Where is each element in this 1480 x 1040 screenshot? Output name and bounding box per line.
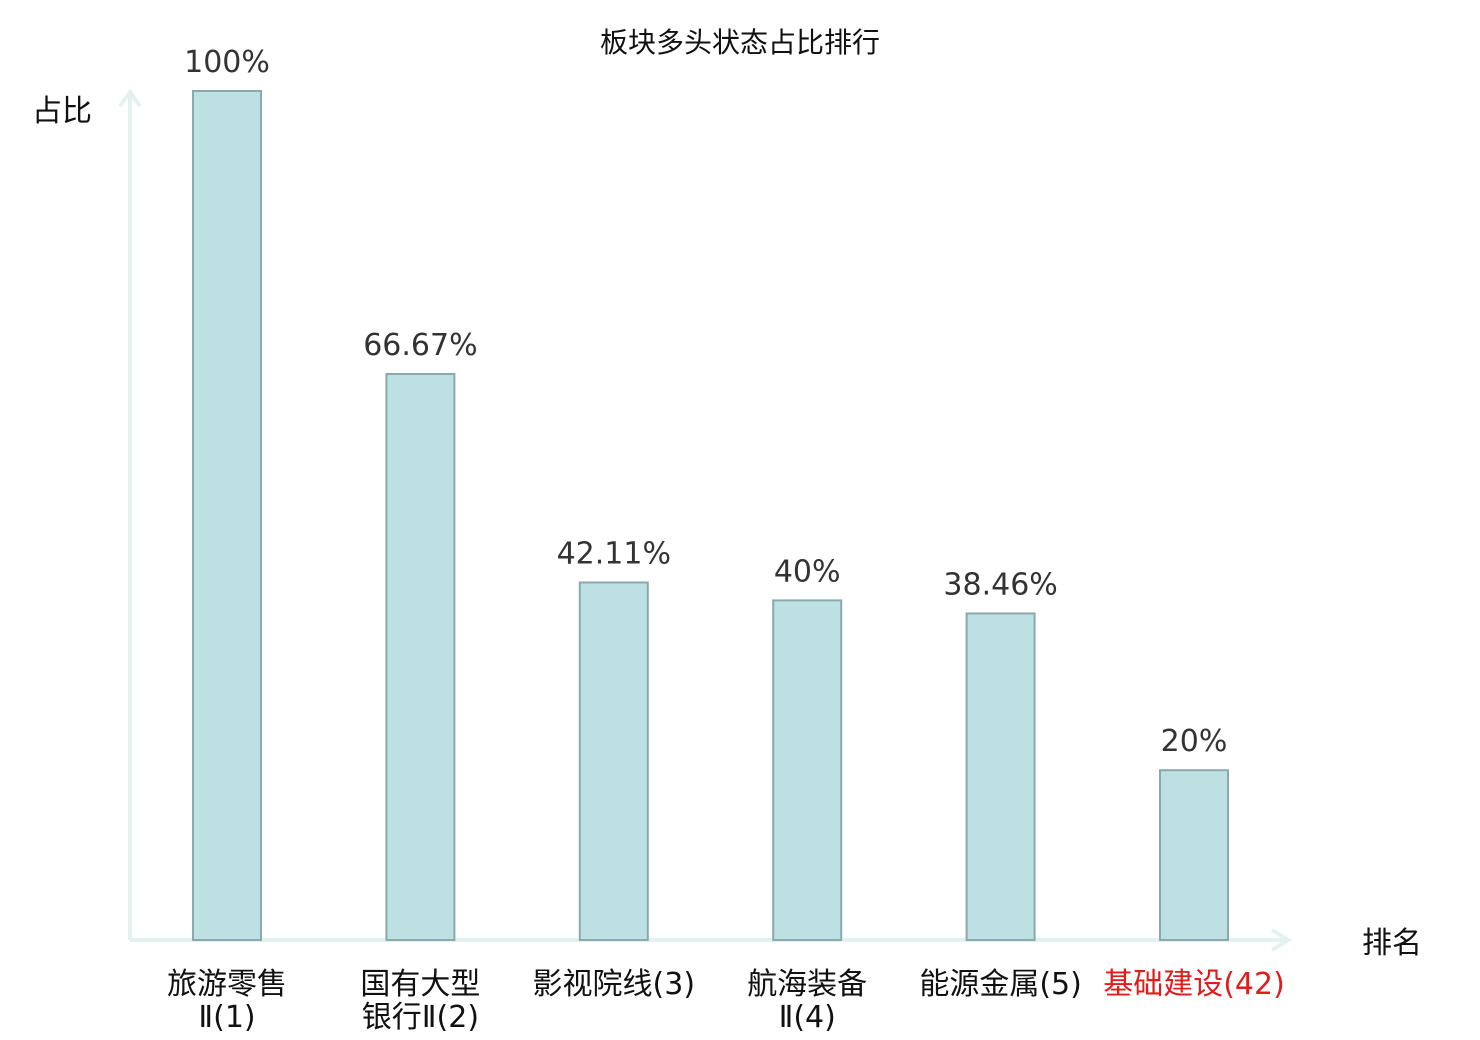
bar-5 bbox=[965, 612, 1036, 941]
bar-3 bbox=[578, 581, 649, 941]
bar-2 bbox=[385, 372, 456, 942]
category-label-2: 国有大型银行Ⅱ(2) bbox=[360, 967, 480, 1035]
category-label-line: 旅游零售 bbox=[167, 967, 287, 1002]
category-labels: 旅游零售 Ⅱ(1) 国有大型银行Ⅱ(2) 影视院线(3) 航海装备 Ⅱ(4) 能源金属(5)… bbox=[167, 967, 1285, 1035]
y-axis-arrow bbox=[118, 88, 142, 108]
category-label-5: 能源金属(5) bbox=[919, 967, 1082, 1002]
category-label-line: 银行Ⅱ(2) bbox=[362, 1000, 479, 1035]
category-label-3: 影视院线(3) bbox=[533, 967, 696, 1002]
value-label-3: 42.11% bbox=[557, 536, 671, 571]
category-label-line: Ⅱ(4) bbox=[779, 1000, 836, 1035]
x-axis-label: 排名 bbox=[1362, 926, 1422, 961]
y-axis-label: 占比 bbox=[32, 94, 92, 129]
value-labels: 100% 66.67% 42.11% 40% 38.46% 20% bbox=[184, 45, 1227, 759]
category-label-1: 旅游零售 Ⅱ(1) bbox=[167, 967, 287, 1035]
y-axis bbox=[118, 88, 142, 940]
value-label-1: 100% bbox=[184, 45, 270, 80]
value-label-2: 66.67% bbox=[363, 328, 477, 363]
bar-6 bbox=[1159, 769, 1229, 942]
x-axis-arrow bbox=[1270, 928, 1292, 952]
value-label-4: 40% bbox=[774, 554, 841, 589]
bar-4 bbox=[772, 599, 843, 942]
bar-series bbox=[192, 90, 1229, 942]
category-label-line: 能源金属(5) bbox=[919, 967, 1082, 1002]
category-label-line: Ⅱ(1) bbox=[198, 1000, 255, 1035]
category-label-line: 影视院线(3) bbox=[533, 967, 696, 1002]
category-label-line: 国有大型 bbox=[360, 967, 480, 1002]
category-label-line: 航海装备 bbox=[747, 967, 867, 1002]
value-label-6: 20% bbox=[1161, 724, 1228, 759]
category-label-6: 基础建设(42) bbox=[1103, 967, 1285, 1002]
chart-title: 板块多头状态占比排行 bbox=[600, 26, 880, 59]
x-axis bbox=[130, 928, 1292, 952]
value-label-5: 38.46% bbox=[943, 567, 1057, 602]
category-label-line: 基础建设(42) bbox=[1103, 967, 1285, 1002]
bar-1 bbox=[192, 90, 262, 941]
category-label-4: 航海装备 Ⅱ(4) bbox=[747, 967, 867, 1035]
